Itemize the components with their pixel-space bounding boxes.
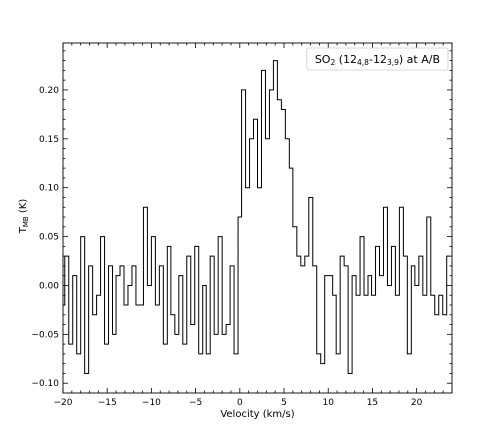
- y-axis-title-subscript: MB: [22, 216, 30, 227]
- x-tick-label: 20: [411, 398, 423, 408]
- y-tick-label: 0.05: [39, 233, 59, 243]
- y-axis-title-main: T: [18, 226, 29, 234]
- x-tick-label: 0: [237, 398, 243, 408]
- x-tick-label: 15: [367, 398, 378, 408]
- y-axis-title-unit: (K): [18, 199, 29, 217]
- x-axis-title: Velocity (km/s): [220, 409, 294, 420]
- x-tick-label: −10: [142, 398, 161, 408]
- legend-open: (12: [335, 53, 357, 66]
- x-tick-label: 10: [323, 398, 335, 408]
- legend-close: ) at A/B: [399, 53, 440, 66]
- legend-species-subscript: 2: [330, 58, 335, 67]
- y-tick-label: 0.15: [39, 135, 59, 145]
- x-tick-label: −5: [189, 398, 202, 408]
- y-axis-title: TMB (K): [18, 199, 30, 235]
- legend: SO2 (124,8-123,9) at A/B: [306, 47, 449, 71]
- legend-label: SO2 (124,8-123,9) at A/B: [315, 53, 440, 67]
- legend-dash: -12: [369, 53, 387, 66]
- axes: −20 −15 −10 −5 0 5 10 15 20 −0.10 −0.05 0.00 0.05 0.1…: [31, 42, 453, 408]
- plot-area: [63, 60, 451, 374]
- y-tick-label: −0.10: [31, 379, 59, 389]
- legend-box: [306, 47, 449, 71]
- x-tick-label: −20: [54, 398, 73, 408]
- axes-frame: [62, 42, 453, 394]
- y-tick-label: −0.05: [31, 330, 59, 340]
- spectrum-line-0: [63, 60, 451, 374]
- legend-subscript-lower: 3,9: [387, 58, 399, 67]
- x-tick-label: 5: [281, 398, 287, 408]
- x-tick-label: −15: [98, 398, 117, 408]
- legend-subscript-upper: 4,8: [357, 58, 369, 67]
- y-tick-label: 0.00: [39, 281, 59, 291]
- legend-species: SO: [315, 53, 331, 66]
- y-tick-label: 0.10: [39, 184, 59, 194]
- y-tick-label: 0.20: [39, 86, 59, 96]
